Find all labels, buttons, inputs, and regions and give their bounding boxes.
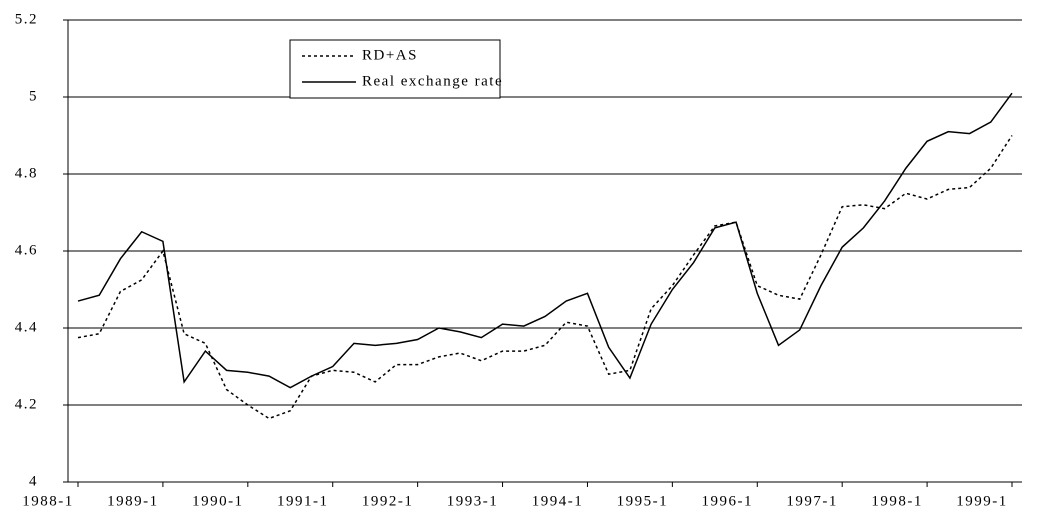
legend-label: RD+AS bbox=[362, 47, 418, 63]
y-tick-label: 5.2 bbox=[15, 11, 38, 27]
y-tick-label: 4.2 bbox=[15, 396, 38, 412]
x-tick-label: 1999-1 bbox=[956, 493, 1008, 509]
legend-label: Real exchange rate bbox=[362, 73, 503, 89]
y-tick-label: 4 bbox=[29, 473, 38, 489]
x-tick-label: 1990-1 bbox=[192, 493, 244, 509]
line-series bbox=[77, 92, 1013, 389]
x-tick-label: 1995-1 bbox=[617, 493, 669, 509]
y-tick-label: 4.8 bbox=[15, 165, 38, 181]
y-tick-label: 5 bbox=[29, 88, 38, 104]
y-tick-label: 4.4 bbox=[15, 319, 38, 335]
line-series bbox=[77, 135, 1013, 420]
x-tick-label: 1988-1 bbox=[22, 493, 74, 509]
x-tick-label: 1992-1 bbox=[362, 493, 414, 509]
x-tick-label: 1991-1 bbox=[277, 493, 329, 509]
x-tick-label: 1993-1 bbox=[447, 493, 499, 509]
x-tick-label: 1989-1 bbox=[107, 493, 159, 509]
x-tick-label: 1996-1 bbox=[702, 493, 754, 509]
x-tick-label: 1998-1 bbox=[871, 493, 923, 509]
x-tick-label: 1997-1 bbox=[786, 493, 838, 509]
legend-box bbox=[289, 39, 501, 99]
y-tick-label: 4.6 bbox=[15, 242, 38, 258]
x-tick-label: 1994-1 bbox=[532, 493, 584, 509]
